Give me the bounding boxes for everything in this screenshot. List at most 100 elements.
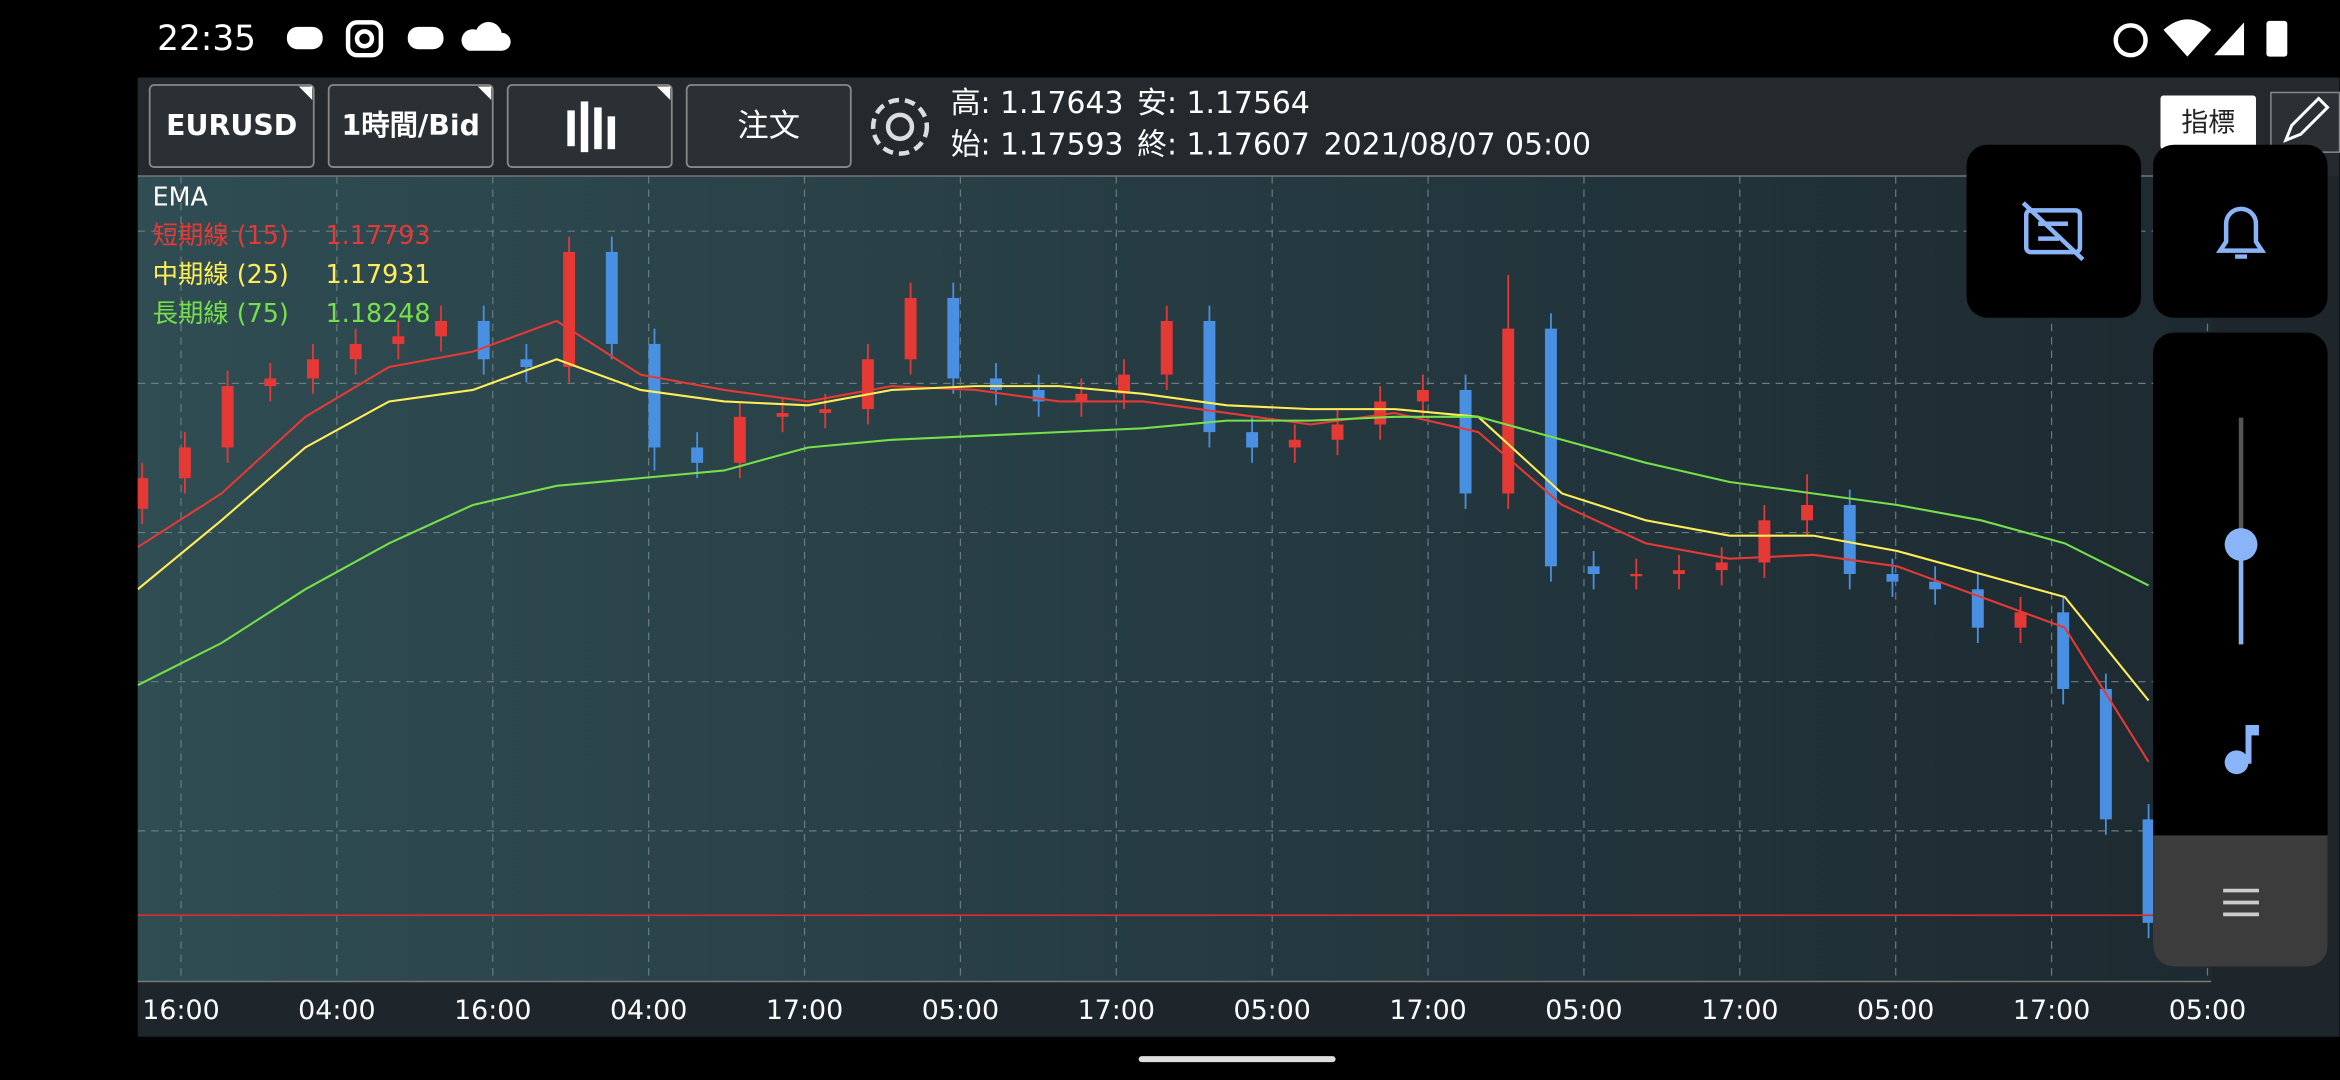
- volume-thumb[interactable]: [2224, 528, 2258, 561]
- candle-body: [861, 359, 874, 410]
- datetime: 2021/08/07 05:00: [1324, 128, 1591, 163]
- status-icons: [286, 19, 2288, 58]
- candle-body: [392, 336, 405, 344]
- music-icon: [2224, 724, 2259, 775]
- candle-body: [178, 447, 191, 479]
- candle-body: [1416, 389, 1429, 402]
- candle-body: [1544, 328, 1557, 567]
- candle-body: [1801, 504, 1814, 521]
- candle-body: [1758, 520, 1771, 563]
- symbol-button[interactable]: [148, 84, 315, 168]
- chart: [137, 176, 2212, 982]
- high: 高: 1.17643: [951, 86, 1124, 121]
- clock: 22:35: [157, 19, 256, 59]
- settings-icon[interactable]: [870, 97, 930, 156]
- toolbar-buttons: [148, 84, 852, 168]
- chart-type-button[interactable]: [506, 84, 673, 168]
- candle-body: [264, 378, 277, 387]
- candle-body: [648, 343, 661, 448]
- candle-body: [137, 478, 149, 509]
- candle-body: [1459, 389, 1472, 494]
- candle-body: [947, 297, 960, 379]
- legend: EMA 短期線 (15) 1.17793 中期線 (25) 1.17931 長期線 (75…: [153, 181, 431, 327]
- candle-body: [563, 251, 576, 367]
- candle-body: [349, 343, 362, 360]
- x-tick-label: 17:00: [1078, 995, 1155, 1026]
- candle-body: [733, 416, 746, 463]
- candle-body: [1288, 439, 1301, 448]
- candle-body: [1032, 389, 1045, 402]
- order[interactable]: 注文: [737, 108, 800, 144]
- candle-body: [1929, 581, 1942, 590]
- close: 終: 1.17607: [1137, 128, 1310, 163]
- x-tick-label: 05:00: [922, 995, 999, 1026]
- x-tick-label: 17:00: [1701, 995, 1778, 1026]
- candle-body: [1630, 573, 1643, 577]
- ema-line: [137, 415, 2150, 687]
- x-axis: 16:00 04:00 16:00 04:00 17:00 05:00 17:00 05:00…: [142, 995, 2246, 1026]
- candle-body: [1715, 562, 1728, 571]
- candle-body: [221, 386, 234, 448]
- low: 安: 1.17564: [1137, 86, 1310, 121]
- legend-value: 1.18248: [326, 298, 431, 328]
- candle-body: [1971, 589, 1984, 628]
- legend-value: 1.17793: [326, 220, 431, 250]
- ring-panel[interactable]: [2153, 144, 2328, 318]
- symbol[interactable]: EURUSD: [166, 109, 297, 142]
- indicator-button[interactable]: [2160, 95, 2256, 150]
- candle-body: [990, 378, 1002, 390]
- legend-name: 短期線 (15): [153, 220, 289, 250]
- candle-body: [691, 447, 704, 463]
- candle-body: [1587, 566, 1600, 574]
- x-tick-label: 17:00: [766, 995, 843, 1026]
- ema-line: [137, 319, 2150, 763]
- volume-panel: [2153, 332, 2328, 967]
- candle-body: [1673, 570, 1685, 574]
- candle-body: [1374, 401, 1387, 425]
- timeframe-button[interactable]: [327, 84, 494, 168]
- legend-value: 1.17931: [326, 259, 431, 289]
- candle-body: [1246, 432, 1259, 448]
- candle-body: [1203, 320, 1216, 433]
- tune-icon: [2223, 888, 2259, 917]
- x-tick-label: 04:00: [298, 995, 375, 1026]
- indicator-name: EMA: [153, 181, 209, 211]
- indicator-label[interactable]: 指標: [2181, 107, 2235, 138]
- bell-icon: [2215, 206, 2267, 259]
- candle-body: [1843, 504, 1856, 574]
- candle-body: [1075, 393, 1088, 402]
- candle-body: [2099, 689, 2112, 820]
- candle-body: [1502, 328, 1515, 494]
- candle-body: [904, 297, 917, 360]
- open: 始: 1.17593: [951, 128, 1124, 163]
- candle-body: [2142, 819, 2155, 923]
- x-tick-label: 05:00: [1857, 995, 1934, 1026]
- candle-body: [776, 412, 789, 417]
- x-tick-label: 05:00: [1545, 995, 1622, 1026]
- candle-body: [477, 320, 490, 360]
- x-tick-label: 05:00: [1234, 995, 1311, 1026]
- ema-line: [137, 358, 2150, 702]
- x-tick-label: 16:00: [142, 995, 219, 1026]
- candle-body: [605, 251, 618, 344]
- x-tick-label: 17:00: [2013, 995, 2090, 1026]
- pencil-icon: [2283, 96, 2330, 143]
- draw-button[interactable]: [2270, 91, 2340, 153]
- candle-icon: [567, 101, 616, 153]
- x-tick-label: 05:00: [2169, 995, 2246, 1026]
- order-button[interactable]: [685, 84, 852, 168]
- legend-name: 中期線 (25): [153, 259, 289, 289]
- home-bar[interactable]: [1138, 1056, 1336, 1063]
- x-tick-label: 04:00: [610, 995, 687, 1026]
- timeframe[interactable]: 1時間/Bid: [342, 109, 480, 142]
- x-tick-label: 17:00: [1389, 995, 1466, 1026]
- candle-body: [1118, 374, 1131, 394]
- legend-name: 長期線 (75): [153, 298, 289, 328]
- candle-body: [819, 409, 832, 413]
- candle-body: [435, 320, 447, 337]
- candle-body: [1160, 320, 1173, 375]
- candle-body: [1331, 424, 1344, 440]
- plot-area: [137, 176, 2212, 982]
- candle-body: [2014, 612, 2027, 628]
